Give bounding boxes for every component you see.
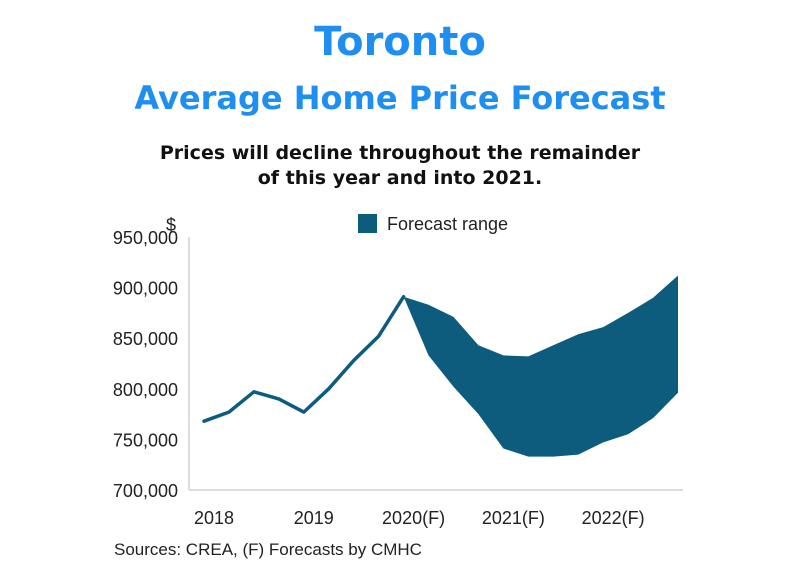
x-tick-label: 2020(F): [382, 508, 445, 528]
x-tick-label: 2018: [194, 508, 234, 528]
x-tick-labels: 2018 2019 2020(F) 2021(F) 2022(F): [194, 508, 645, 528]
x-tick-label: 2019: [294, 508, 334, 528]
y-tick-label: 700,000: [113, 481, 178, 501]
y-tick-label: 850,000: [113, 329, 178, 349]
forecast-range-band: [403, 275, 678, 457]
legend-label: Forecast range: [387, 214, 508, 234]
source-note: Sources: CREA, (F) Forecasts by CMHC: [114, 540, 422, 559]
y-tick-labels: 950,000 900,000 850,000 800,000 750,000 700,0…: [113, 228, 178, 501]
description-line-1: Prices will decline throughout the remai…: [159, 142, 641, 164]
legend-swatch: [358, 214, 377, 233]
chart-title: Toronto: [314, 19, 486, 65]
y-tick-label: 800,000: [113, 380, 178, 400]
y-axis-unit-label: $: [166, 215, 176, 235]
x-tick-label: 2022(F): [582, 508, 645, 528]
y-tick-label: 750,000: [113, 430, 178, 450]
description-line-2: of this year and into 2021.: [257, 167, 543, 189]
y-tick-label: 950,000: [113, 228, 178, 248]
y-tick-label: 900,000: [113, 279, 178, 299]
x-tick-label: 2021(F): [482, 508, 545, 528]
historical-price-line: [202, 294, 406, 423]
chart-subtitle: Average Home Price Forecast: [134, 79, 666, 117]
